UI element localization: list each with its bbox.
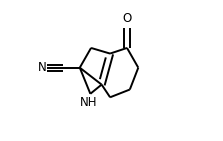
Text: O: O [122, 12, 132, 25]
Text: N: N [38, 61, 47, 74]
Text: NH: NH [80, 96, 98, 109]
